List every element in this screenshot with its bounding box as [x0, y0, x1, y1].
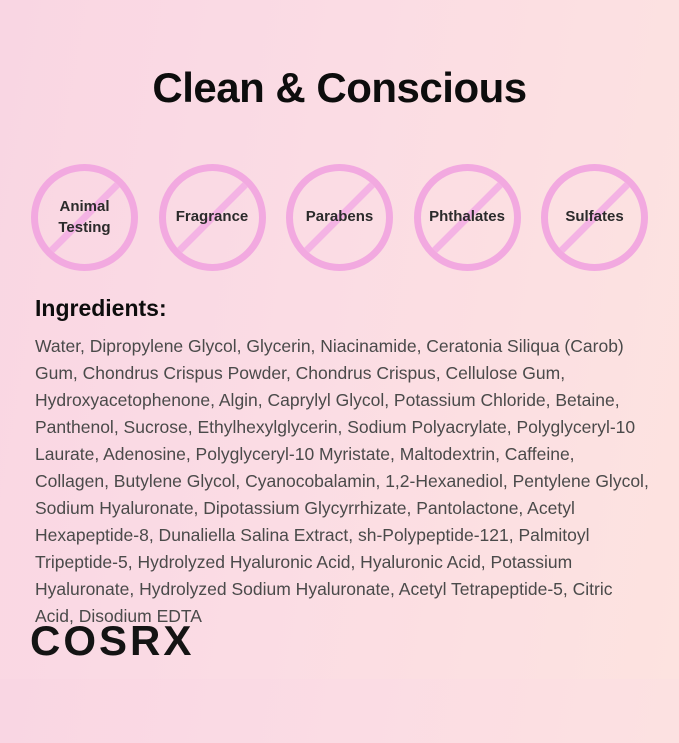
badge-label: Fragrance — [175, 208, 249, 226]
no-sulfates-badge: Sulfates — [541, 164, 648, 271]
prohibition-icon — [286, 164, 393, 271]
badge-label: Parabens — [305, 208, 374, 226]
no-animal-testing-badge: Animal Testing — [31, 164, 138, 271]
badge-label: Phthalates — [429, 208, 505, 226]
prohibition-icon — [541, 164, 648, 271]
page-title: Clean & Conscious — [152, 64, 527, 111]
no-fragrance-badge: Fragrance — [158, 164, 266, 271]
no-parabens-badge: Parabens — [286, 164, 393, 271]
prohibition-icon — [31, 164, 138, 271]
ingredients-section: Ingredients: Water, Dipropylene Glycol, … — [0, 295, 679, 630]
no-phthalates-badge: Phthalates — [413, 164, 521, 271]
badge-label: Animal Testing — [58, 198, 111, 236]
badge-label: Sulfates — [565, 208, 624, 226]
cosrx-logo: COSRX — [30, 617, 195, 664]
ingredients-heading: Ingredients: — [35, 295, 167, 321]
free-from-badges-row: Animal Testing Fragrance Parabens Phthal… — [0, 164, 679, 271]
prohibition-icon — [413, 164, 521, 271]
ingredients-list-text: Water, Dipropylene Glycol, Glycerin, Nia… — [35, 336, 649, 626]
prohibition-icon — [158, 164, 266, 271]
